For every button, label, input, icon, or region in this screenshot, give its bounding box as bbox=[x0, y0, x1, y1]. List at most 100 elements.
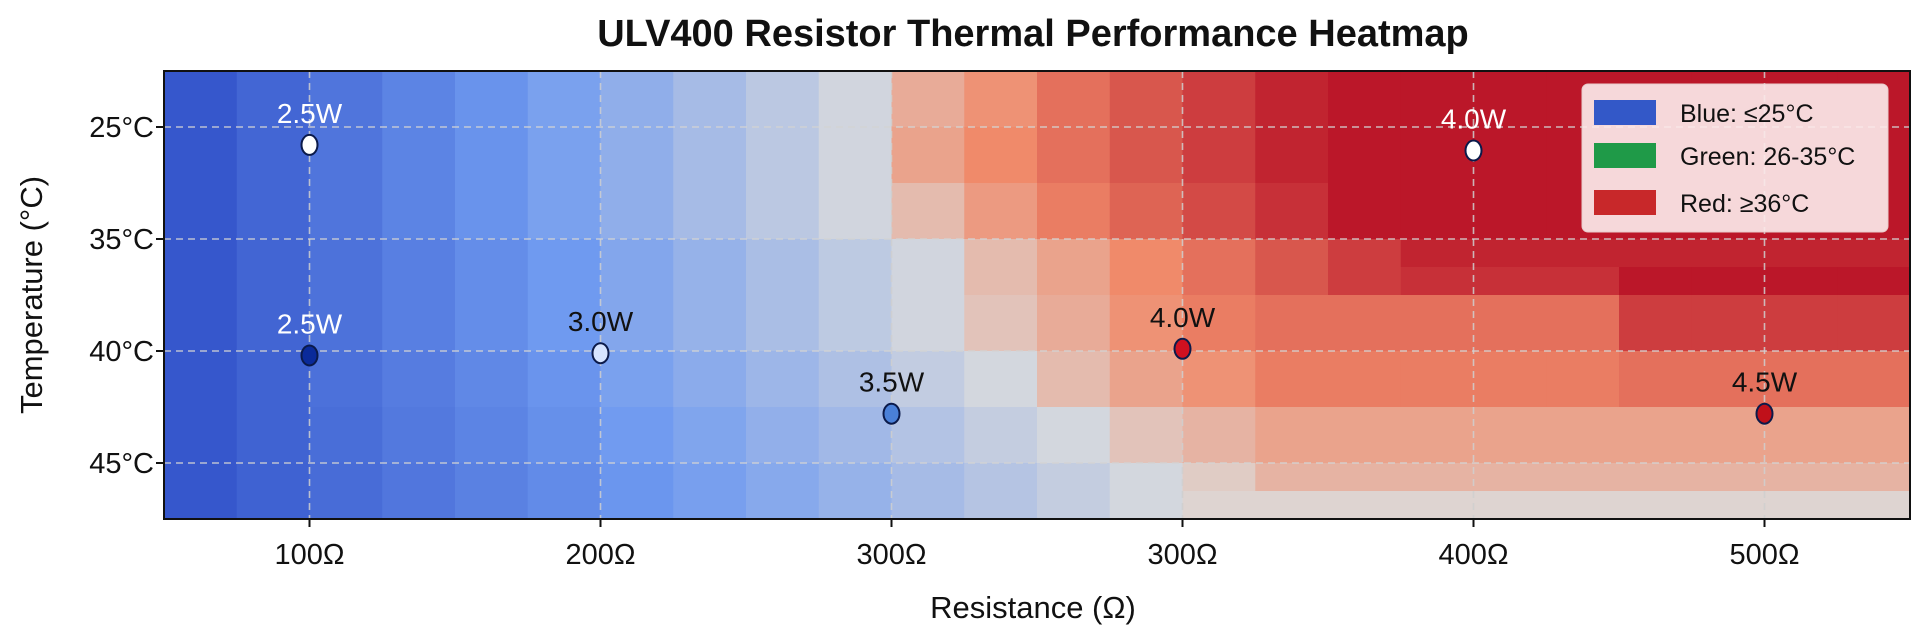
legend-box bbox=[1581, 83, 1889, 233]
x-tick-label: 300Ω bbox=[856, 539, 926, 571]
heatmap-cell bbox=[1473, 351, 1547, 380]
heatmap-cell bbox=[1764, 351, 1838, 380]
heatmap-cell bbox=[382, 239, 456, 268]
heatmap-cell bbox=[1109, 127, 1184, 156]
heatmap-cell bbox=[891, 99, 965, 128]
heatmap-cell bbox=[1473, 463, 1547, 492]
heatmap-cell bbox=[455, 267, 529, 296]
heatmap-cell bbox=[527, 407, 602, 436]
heatmap-cell bbox=[309, 239, 383, 268]
heatmap-cell bbox=[964, 99, 1038, 128]
heatmap-cell bbox=[600, 127, 674, 156]
heatmap-cell bbox=[527, 351, 602, 380]
heatmap-cell bbox=[746, 155, 820, 184]
data-point bbox=[591, 342, 610, 365]
heatmap-cell bbox=[236, 295, 311, 324]
heatmap-cell bbox=[1473, 379, 1547, 408]
heatmap-cell bbox=[600, 491, 674, 520]
heatmap-cell bbox=[1255, 155, 1329, 184]
heatmap-cell bbox=[1619, 491, 1693, 520]
heatmap-cell bbox=[1473, 295, 1547, 324]
legend: Blue: ≤25°C Green: 26-35°C Red: ≥36°C bbox=[1581, 83, 1889, 233]
legend-swatch-blue bbox=[1594, 100, 1656, 125]
heatmap-cell bbox=[746, 435, 820, 464]
heatmap-cell bbox=[1255, 351, 1329, 380]
heatmap-cell bbox=[164, 183, 238, 212]
heatmap-cell bbox=[818, 463, 893, 492]
heatmap-cell bbox=[382, 127, 456, 156]
heatmap-cell bbox=[1691, 351, 1766, 380]
data-point-label: 3.0W bbox=[568, 306, 634, 337]
heatmap-cell bbox=[1764, 379, 1838, 408]
heatmap-cell bbox=[746, 295, 820, 324]
heatmap-cell bbox=[382, 295, 456, 324]
heatmap-cell bbox=[1328, 71, 1402, 100]
heatmap-cell bbox=[673, 211, 747, 240]
heatmap-cell bbox=[1764, 239, 1838, 268]
heatmap-cell bbox=[600, 183, 674, 212]
heatmap-cell bbox=[1400, 127, 1475, 156]
heatmap-cell bbox=[1619, 463, 1693, 492]
heatmap-cell bbox=[1328, 491, 1402, 520]
heatmap-cell bbox=[1182, 295, 1256, 324]
heatmap-cell bbox=[1328, 155, 1402, 184]
heatmap-cell bbox=[236, 155, 311, 184]
heatmap-cell bbox=[1182, 435, 1256, 464]
heatmap-cell bbox=[746, 379, 820, 408]
heatmap-cell bbox=[164, 323, 238, 352]
heatmap-cell bbox=[673, 295, 747, 324]
heatmap-cell bbox=[164, 239, 238, 268]
heatmap-cell bbox=[1473, 239, 1547, 268]
heatmap-cell bbox=[891, 155, 965, 184]
heatmap-cell bbox=[1400, 323, 1475, 352]
data-point-label: 2.5W bbox=[277, 98, 343, 129]
heatmap-cell bbox=[309, 127, 383, 156]
heatmap-cell bbox=[964, 267, 1038, 296]
heatmap-cell bbox=[236, 239, 311, 268]
heatmap-cell bbox=[309, 155, 383, 184]
y-tick-label: 40°C bbox=[89, 336, 154, 368]
heatmap-cell bbox=[1109, 407, 1184, 436]
heatmap-cell bbox=[236, 71, 311, 100]
heatmap-cell bbox=[1473, 99, 1547, 128]
heatmap-cell bbox=[673, 155, 747, 184]
heatmap-cell bbox=[818, 323, 893, 352]
heatmap-cell bbox=[455, 239, 529, 268]
heatmap-cell bbox=[164, 267, 238, 296]
heatmap-cell bbox=[382, 211, 456, 240]
heatmap-cell bbox=[1764, 295, 1838, 324]
heatmap-cell bbox=[164, 351, 238, 380]
heatmap-cell bbox=[891, 463, 965, 492]
heatmap-cell bbox=[1037, 323, 1111, 352]
heatmap-cell bbox=[818, 99, 893, 128]
heatmap-cell bbox=[1691, 239, 1766, 268]
data-point bbox=[1464, 139, 1483, 162]
data-point-label: 4.0W bbox=[1441, 104, 1507, 135]
heatmap-cell bbox=[964, 323, 1038, 352]
heatmap-cell bbox=[1328, 127, 1402, 156]
heatmap-cell bbox=[673, 463, 747, 492]
heatmap-cell bbox=[455, 71, 529, 100]
heatmap-cell bbox=[600, 295, 674, 324]
heatmap-cell bbox=[1837, 407, 1911, 436]
heatmap-cell bbox=[164, 463, 238, 492]
heatmap-cell bbox=[1037, 267, 1111, 296]
heatmap-cell bbox=[1546, 351, 1620, 380]
heatmap-cell bbox=[818, 239, 893, 268]
y-tick-label: 35°C bbox=[89, 224, 154, 256]
data-point bbox=[1173, 337, 1192, 360]
heatmap-cell bbox=[1109, 155, 1184, 184]
heatmap-cell bbox=[673, 407, 747, 436]
heatmap-cell bbox=[455, 155, 529, 184]
heatmap-cell bbox=[673, 435, 747, 464]
heatmap-cell bbox=[1400, 491, 1475, 520]
heatmap-cell bbox=[1619, 295, 1693, 324]
heatmap-cell bbox=[527, 71, 602, 100]
heatmap-cell bbox=[1255, 323, 1329, 352]
heatmap-cell bbox=[891, 491, 965, 520]
heatmap-cell bbox=[1473, 183, 1547, 212]
heatmap-cell bbox=[164, 211, 238, 240]
y-tick-label: 25°C bbox=[89, 112, 154, 144]
heatmap-cell bbox=[527, 155, 602, 184]
heatmap-cell bbox=[1473, 71, 1547, 100]
